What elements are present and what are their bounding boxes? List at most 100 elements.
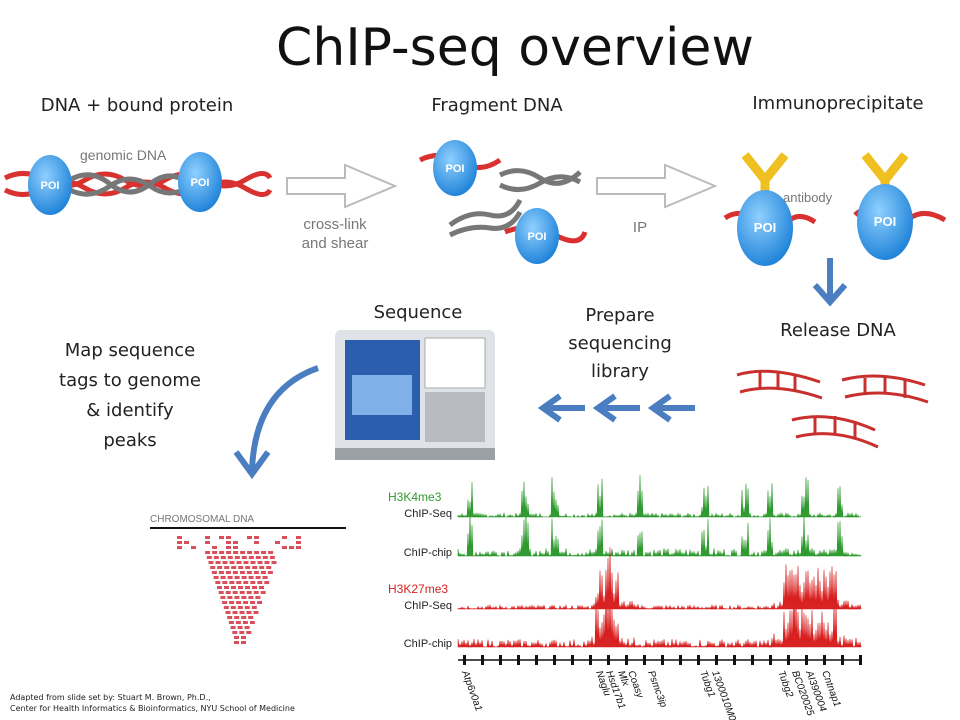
tag-dot bbox=[262, 556, 268, 559]
tag-dot bbox=[177, 541, 182, 544]
tag-dot bbox=[232, 611, 238, 614]
tag-dot bbox=[248, 596, 254, 599]
tag-dot bbox=[217, 566, 223, 569]
tag-dot bbox=[206, 556, 212, 559]
tag-dot bbox=[205, 536, 210, 539]
dna-label: genomic DNA bbox=[80, 147, 167, 163]
exon bbox=[517, 655, 520, 665]
tag-dot bbox=[296, 546, 301, 549]
tag-dot bbox=[266, 566, 272, 569]
poi-label: POI bbox=[446, 163, 465, 175]
exon bbox=[571, 655, 574, 665]
tag-dot bbox=[227, 596, 233, 599]
tag-dot bbox=[241, 596, 247, 599]
tag-dot bbox=[222, 601, 228, 604]
tag-dot bbox=[267, 571, 273, 574]
row-label: ChIP-Seq bbox=[404, 600, 452, 612]
tag-dot bbox=[239, 571, 245, 574]
tag-dot bbox=[246, 591, 252, 594]
tag-dot bbox=[248, 616, 254, 619]
tag-dot bbox=[255, 556, 261, 559]
step-label: Prepare sequencing library bbox=[568, 305, 672, 382]
exon bbox=[805, 655, 808, 665]
tag-dot bbox=[219, 536, 224, 539]
tag-dot bbox=[238, 566, 244, 569]
tag-dot bbox=[205, 541, 210, 544]
tag-dot bbox=[227, 556, 233, 559]
exon bbox=[589, 655, 592, 665]
exon bbox=[625, 655, 628, 665]
poi-label: POI bbox=[528, 231, 547, 243]
tracks: H3K4me3 ChIP-Seq ChIP-chip H3K27me3 ChIP-Seq… bbox=[388, 475, 862, 720]
tag-dot bbox=[234, 616, 240, 619]
tag-dot bbox=[282, 546, 287, 549]
tag-dot bbox=[247, 551, 253, 554]
exon bbox=[787, 655, 790, 665]
tag-dot bbox=[205, 551, 211, 554]
tag-dot bbox=[246, 571, 252, 574]
tag-dot bbox=[241, 576, 247, 579]
tag-dot bbox=[236, 561, 242, 564]
chromosome-label: CHROMOSOMAL DNA bbox=[150, 514, 254, 525]
signal bbox=[457, 475, 862, 519]
exon bbox=[553, 655, 556, 665]
tag-dot bbox=[223, 606, 229, 609]
tag-dot bbox=[296, 541, 301, 544]
poi-label: POI bbox=[874, 214, 896, 229]
tag-dot bbox=[250, 581, 256, 584]
tag-dot bbox=[296, 536, 301, 539]
tag-dot bbox=[177, 546, 182, 549]
tag-dot bbox=[234, 636, 239, 639]
tag-dot bbox=[241, 556, 247, 559]
tag-dot bbox=[233, 546, 238, 549]
tag-dot bbox=[249, 621, 255, 624]
tag-dot bbox=[243, 581, 249, 584]
gene-label: Mlx bbox=[615, 669, 631, 688]
process-arrow bbox=[596, 163, 718, 209]
tag-dot bbox=[217, 586, 222, 589]
tag-dot bbox=[208, 561, 214, 564]
tag-dot bbox=[271, 561, 277, 564]
tag-dot bbox=[225, 571, 231, 574]
signal bbox=[457, 547, 862, 611]
gene-label: Coasy bbox=[625, 669, 645, 700]
tag-dot bbox=[241, 616, 247, 619]
tag-dot bbox=[218, 591, 224, 594]
tag-dot bbox=[234, 556, 240, 559]
title: ChIP-seq overview bbox=[276, 18, 754, 78]
tag-dot bbox=[220, 576, 226, 579]
tag-dot bbox=[212, 551, 218, 554]
exon bbox=[679, 655, 682, 665]
tag-dot bbox=[250, 561, 256, 564]
tag-dot bbox=[247, 536, 252, 539]
tag-dot bbox=[230, 606, 236, 609]
immuno bbox=[723, 152, 947, 266]
tag-dot bbox=[239, 611, 245, 614]
tag-dot bbox=[240, 551, 246, 554]
tag-dot bbox=[259, 566, 265, 569]
mark-name: H3K4me3 bbox=[388, 490, 442, 504]
tag-dot bbox=[226, 541, 231, 544]
tag-dot bbox=[219, 551, 225, 554]
tag-dot bbox=[257, 601, 263, 604]
tag-dot bbox=[231, 586, 236, 589]
flow-arrow bbox=[812, 258, 848, 307]
tag-dot bbox=[238, 586, 243, 589]
tag-dot bbox=[268, 551, 274, 554]
tag-dot bbox=[257, 561, 263, 564]
tag-dot bbox=[269, 556, 275, 559]
arrow-label: cross-link and shear bbox=[302, 216, 369, 252]
tag-dot bbox=[242, 621, 248, 624]
tag-dot bbox=[250, 601, 256, 604]
tag-dot bbox=[229, 581, 235, 584]
tag-dot bbox=[264, 561, 270, 564]
tag-dot bbox=[227, 616, 233, 619]
tag-dot bbox=[191, 546, 196, 549]
tag-dot bbox=[222, 561, 228, 564]
tag-dot bbox=[215, 581, 221, 584]
tag-dot bbox=[282, 536, 287, 539]
tag-dot bbox=[251, 606, 257, 609]
exon bbox=[463, 655, 466, 665]
exon bbox=[535, 655, 538, 665]
tag-dot bbox=[246, 631, 252, 634]
